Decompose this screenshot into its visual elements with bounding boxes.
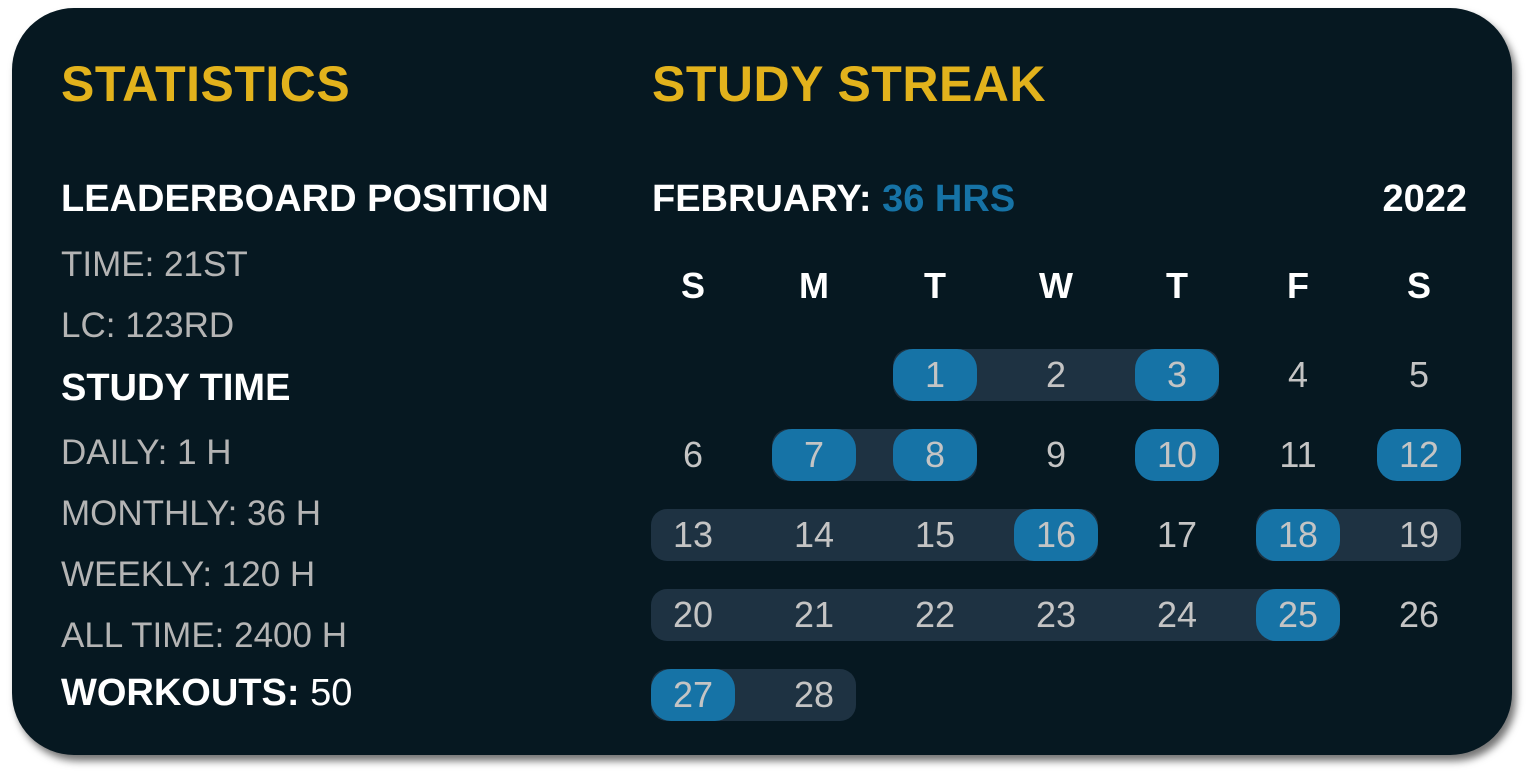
calendar-day-studied[interactable]: 27 — [651, 669, 735, 721]
calendar-day[interactable]: 11 — [1279, 434, 1317, 475]
month-summary: FEBRUARY: 36 HRS — [652, 178, 1015, 221]
study-streak-title: STUDY STREAK — [652, 56, 1047, 112]
year-label: 2022 — [1382, 178, 1467, 220]
daily-study-time: DAILY: 1 H — [61, 433, 232, 472]
calendar-day[interactable]: 4 — [1287, 354, 1309, 395]
weekday-header: S — [1406, 265, 1431, 306]
calendar-day[interactable]: 13 — [672, 514, 714, 555]
calendar-day[interactable]: 23 — [1035, 594, 1077, 635]
lc-rank: LC: 123RD — [61, 306, 235, 345]
workouts-label: WORKOUTS: — [61, 672, 300, 714]
calendar-day[interactable]: 22 — [914, 594, 956, 635]
calendar-day[interactable]: 5 — [1408, 354, 1430, 395]
calendar-day[interactable]: 2 — [1045, 354, 1067, 395]
time-rank: TIME: 21ST — [61, 245, 248, 284]
month-hours: 36 HRS — [882, 178, 1016, 220]
weekday-header: M — [799, 265, 829, 306]
all-time-study-time: ALL TIME: 2400 H — [61, 616, 347, 655]
calendar-day[interactable]: 28 — [793, 674, 835, 715]
calendar-day[interactable]: 14 — [793, 514, 835, 555]
calendar-day[interactable]: 6 — [682, 434, 704, 475]
weekly-study-time: WEEKLY: 120 H — [61, 555, 316, 594]
calendar-day[interactable]: 19 — [1398, 514, 1440, 555]
statistics-title: STATISTICS — [61, 56, 351, 112]
weekday-header: T — [924, 265, 946, 306]
calendar-day-studied[interactable]: 16 — [1014, 509, 1098, 561]
leaderboard-heading: LEADERBOARD POSITION — [61, 178, 549, 220]
calendar-day-studied[interactable]: 7 — [772, 429, 856, 481]
weekday-header: T — [1166, 265, 1188, 306]
calendar-day[interactable]: 17 — [1156, 514, 1198, 555]
calendar-day[interactable]: 24 — [1156, 594, 1198, 635]
study-time-heading: STUDY TIME — [61, 367, 291, 409]
month-label: FEBRUARY: — [652, 178, 872, 220]
calendar-day[interactable]: 9 — [1045, 434, 1067, 475]
calendar-day-studied[interactable]: 10 — [1135, 429, 1219, 481]
calendar-day-studied[interactable]: 18 — [1256, 509, 1340, 561]
weekday-header: W — [1039, 265, 1073, 306]
streak-bar — [651, 589, 1340, 641]
calendar-day-studied[interactable]: 8 — [893, 429, 977, 481]
workouts: WORKOUTS: 50 — [61, 672, 352, 715]
calendar-day[interactable]: 20 — [672, 594, 714, 635]
calendar-day-studied[interactable]: 1 — [893, 349, 977, 401]
calendar-day[interactable]: 26 — [1398, 594, 1440, 635]
weekday-header: S — [680, 265, 705, 306]
workouts-value: 50 — [310, 672, 353, 714]
calendar-day[interactable]: 15 — [914, 514, 956, 555]
weekday-header: F — [1287, 265, 1309, 306]
calendar-day-studied[interactable]: 3 — [1135, 349, 1219, 401]
calendar-day-studied[interactable]: 25 — [1256, 589, 1340, 641]
calendar-day-studied[interactable]: 12 — [1377, 429, 1461, 481]
calendar-day[interactable]: 21 — [793, 594, 835, 635]
monthly-study-time: MONTHLY: 36 H — [61, 494, 321, 533]
